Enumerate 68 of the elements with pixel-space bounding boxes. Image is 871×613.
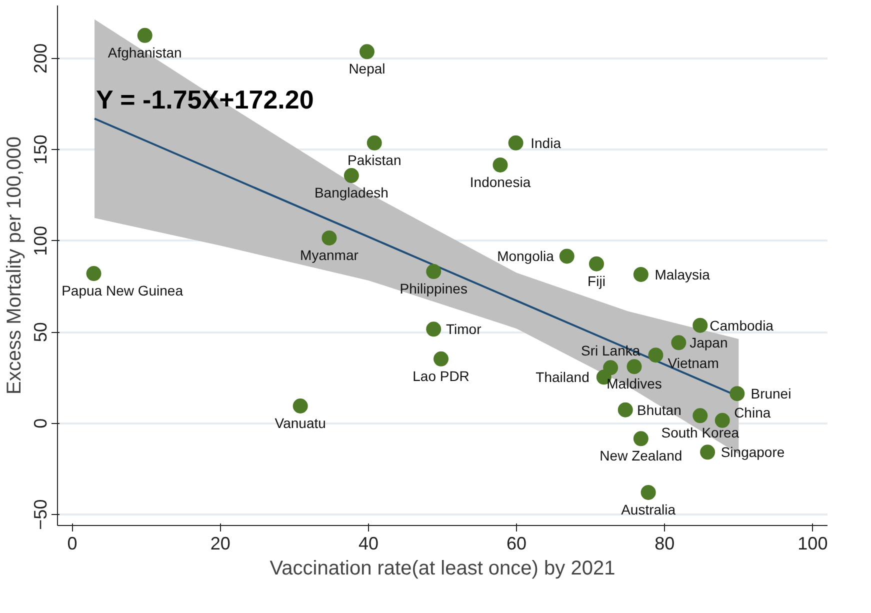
point: [714, 412, 730, 428]
point: [137, 28, 152, 43]
x-tick-label: 60: [506, 534, 527, 554]
annotation: Maldives: [606, 376, 662, 392]
point: [322, 230, 337, 246]
point: [626, 359, 642, 374]
annotation: Singapore: [720, 444, 785, 460]
annotation: Bhutan: [636, 402, 682, 418]
point: [730, 386, 745, 402]
point: [692, 318, 708, 333]
annotation: Papua New Guinea: [62, 282, 184, 299]
point: [426, 264, 442, 280]
annotation: Y = -1.75X+172.20: [96, 84, 314, 115]
point: [648, 348, 664, 363]
annotation: Fiji: [588, 272, 606, 289]
annotation: Nepal: [348, 60, 386, 77]
point: [559, 248, 574, 264]
annotation: Australia: [621, 501, 676, 518]
annotation: Japan: [690, 334, 728, 351]
annotation: Mongolia: [497, 248, 554, 264]
annotation: South Korea: [661, 424, 740, 441]
point: [292, 398, 308, 414]
point: [434, 351, 449, 366]
point: [86, 266, 102, 282]
annotation: Bangladesh: [314, 184, 388, 201]
point: [508, 135, 524, 150]
x-tick-label: 0: [67, 534, 78, 554]
point: [426, 322, 442, 337]
annotation: Malaysia: [654, 266, 710, 282]
y-tick-label: 0: [30, 418, 50, 428]
annotation: China: [734, 404, 771, 420]
y-axis-title: Excess Mortality per 100,000: [4, 136, 26, 394]
y-tick-label: 50: [30, 322, 50, 342]
annotation: Philippines: [400, 280, 468, 297]
annotation: Myanmar: [300, 246, 359, 263]
point: [359, 44, 374, 60]
point: [700, 444, 716, 460]
point: [589, 256, 604, 272]
x-tick-label: 40: [358, 534, 378, 554]
point: [366, 135, 382, 150]
x-axis-title: Vaccination rate(at least once) by 2021: [270, 558, 616, 580]
annotation: New Zealand: [600, 448, 682, 464]
annotation: Timor: [446, 321, 482, 338]
y-tick-label: −50: [30, 499, 50, 530]
x-tick-label: 100: [798, 534, 828, 554]
x-tick-label: 20: [210, 534, 230, 554]
point: [671, 335, 686, 350]
annotation: Lao PDR: [412, 368, 470, 384]
point: [633, 431, 648, 446]
annotation: India: [530, 134, 562, 151]
x-tick-label: 80: [654, 534, 675, 554]
point: [640, 484, 656, 500]
point: [692, 408, 708, 424]
point: [492, 157, 508, 172]
point: [618, 402, 633, 418]
point: [344, 168, 359, 184]
annotation: Vietnam: [668, 355, 719, 372]
y-tick-label: 150: [30, 134, 50, 165]
annotation: Pakistan: [348, 152, 402, 168]
annotation: Brunei: [750, 386, 792, 402]
annotation: Thailand: [536, 369, 590, 386]
y-tick-label: 100: [30, 226, 50, 256]
point: [633, 266, 648, 282]
y-tick-label: 200: [30, 43, 50, 74]
annotation: Afghanistan: [108, 44, 182, 60]
annotation: Vanuatu: [274, 414, 326, 431]
annotation: Cambodia: [710, 317, 774, 334]
annotation: Indonesia: [470, 174, 531, 190]
